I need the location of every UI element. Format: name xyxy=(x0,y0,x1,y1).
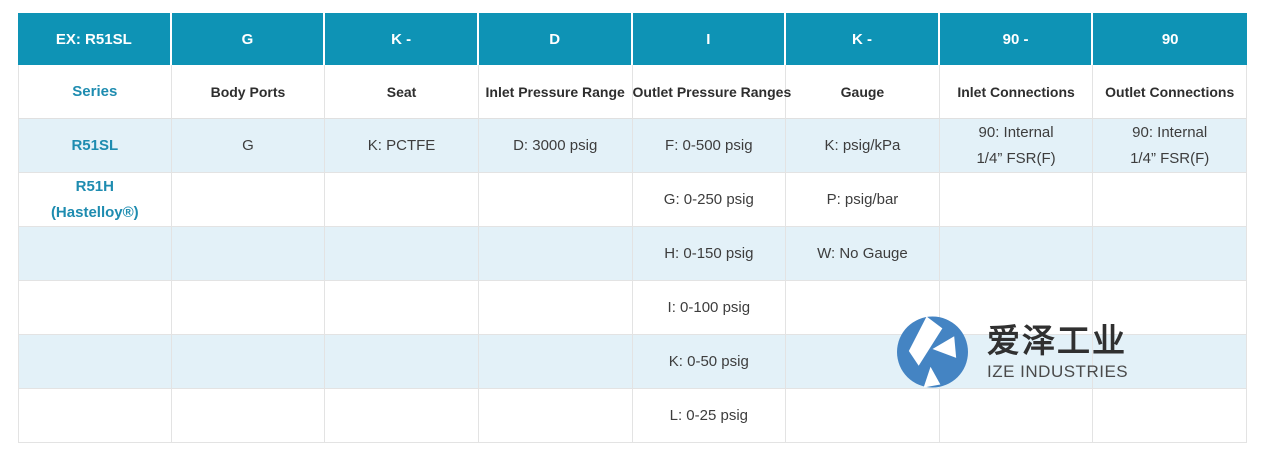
table-cell xyxy=(171,281,326,335)
column-header-seat: Seat xyxy=(325,65,479,119)
table-cell xyxy=(325,173,479,227)
code-header-cell: K - xyxy=(786,13,940,65)
ordering-code-table-wrap: EX: R51SL G K - D I K - 90 - 90 Series B… xyxy=(18,13,1247,443)
table-cell xyxy=(171,389,326,443)
table-cell xyxy=(939,227,1094,281)
product-ordering-code-table: EX: R51SL G K - D I K - 90 - 90 Series B… xyxy=(18,13,1247,443)
table-cell xyxy=(325,281,479,335)
code-header-cell: K - xyxy=(325,13,479,65)
series-cell xyxy=(18,389,172,443)
column-header-series: Series xyxy=(18,65,172,119)
table-cell xyxy=(786,335,940,389)
table-cell: F: 0-500 psig xyxy=(632,119,787,173)
column-header-outlet-connections: Outlet Connections xyxy=(1093,65,1247,119)
table-cell xyxy=(478,281,633,335)
column-header-row: Series Body Ports Seat Inlet Pressure Ra… xyxy=(18,65,1247,119)
table-cell: I: 0-100 psig xyxy=(632,281,787,335)
table-cell: H: 0-150 psig xyxy=(632,227,787,281)
table-cell xyxy=(1093,389,1247,443)
table-cell xyxy=(478,335,633,389)
table-cell: G: 0-250 psig xyxy=(632,173,787,227)
table-row: K: 0-50 psig xyxy=(18,335,1247,389)
table-cell xyxy=(1093,335,1247,389)
table-cell xyxy=(171,335,326,389)
table-cell xyxy=(939,173,1094,227)
table-row: I: 0-100 psig xyxy=(18,281,1247,335)
table-cell xyxy=(478,173,633,227)
table-cell: G xyxy=(171,119,326,173)
table-cell xyxy=(939,389,1094,443)
series-cell xyxy=(18,335,172,389)
series-cell xyxy=(18,227,172,281)
series-cell: R51H (Hastelloy®) xyxy=(18,173,172,227)
code-header-cell: 90 xyxy=(1093,13,1247,65)
table-cell: W: No Gauge xyxy=(786,227,940,281)
table-cell: K: psig/kPa xyxy=(786,119,940,173)
column-header-outlet-pressure: Outlet Pressure Ranges xyxy=(632,65,791,119)
table-row: H: 0-150 psig W: No Gauge xyxy=(18,227,1247,281)
column-header-inlet-connections: Inlet Connections xyxy=(939,65,1094,119)
table-cell xyxy=(1093,281,1247,335)
table-cell xyxy=(1093,173,1247,227)
table-cell xyxy=(786,389,940,443)
column-header-inlet-pressure: Inlet Pressure Range xyxy=(478,65,633,119)
code-header-cell: I xyxy=(632,13,787,65)
table-row: R51SL G K: PCTFE D: 3000 psig F: 0-500 p… xyxy=(18,119,1247,173)
column-header-body-ports: Body Ports xyxy=(171,65,326,119)
column-header-gauge: Gauge xyxy=(786,65,940,119)
table-cell: L: 0-25 psig xyxy=(632,389,787,443)
table-cell xyxy=(171,173,326,227)
table-cell: P: psig/bar xyxy=(786,173,940,227)
code-header-cell: EX: R51SL xyxy=(18,13,172,65)
table-cell xyxy=(478,227,633,281)
series-cell xyxy=(18,281,172,335)
table-cell: D: 3000 psig xyxy=(478,119,633,173)
table-cell xyxy=(939,335,1094,389)
table-cell xyxy=(325,335,479,389)
table-cell: K: 0-50 psig xyxy=(632,335,787,389)
table-cell: 90: Internal 1/4” FSR(F) xyxy=(939,119,1094,173)
code-header-cell: D xyxy=(478,13,633,65)
table-cell xyxy=(325,227,479,281)
table-row: L: 0-25 psig xyxy=(18,389,1247,443)
table-cell xyxy=(171,227,326,281)
code-header-row: EX: R51SL G K - D I K - 90 - 90 xyxy=(18,13,1247,65)
table-cell xyxy=(1093,227,1247,281)
table-cell xyxy=(325,389,479,443)
table-row: R51H (Hastelloy®) G: 0-250 psig P: psig/… xyxy=(18,173,1247,227)
table-cell: 90: Internal 1/4” FSR(F) xyxy=(1093,119,1247,173)
table-cell xyxy=(786,281,940,335)
series-cell: R51SL xyxy=(18,119,172,173)
code-header-cell: G xyxy=(171,13,326,65)
code-header-cell: 90 - xyxy=(939,13,1094,65)
table-cell: K: PCTFE xyxy=(325,119,479,173)
table-cell xyxy=(478,389,633,443)
table-cell xyxy=(939,281,1094,335)
